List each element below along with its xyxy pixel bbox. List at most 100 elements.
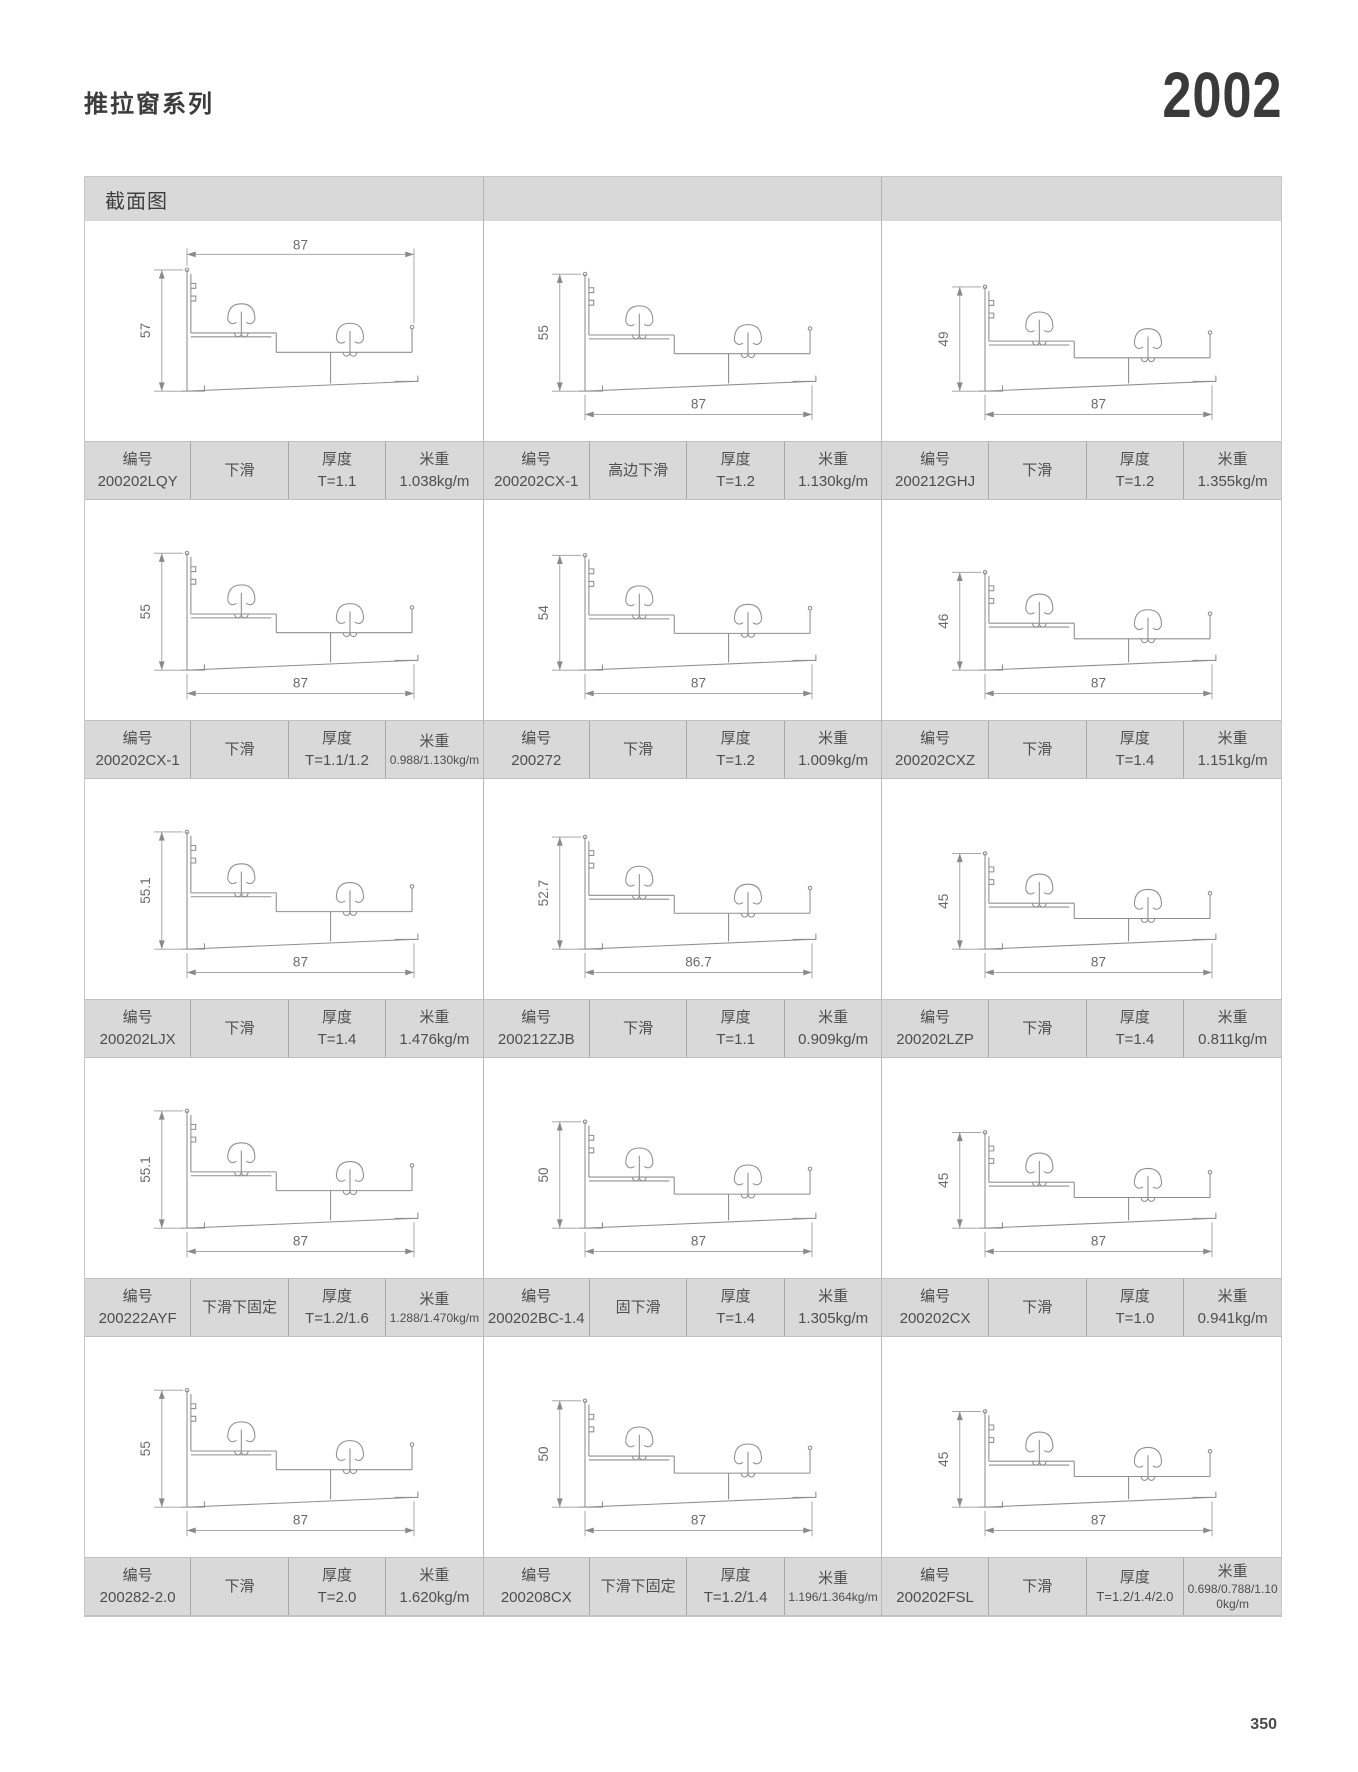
profile-section-svg: 50 87 bbox=[537, 1119, 817, 1258]
weight-value: 0.909kg/m bbox=[798, 1030, 869, 1048]
svg-text:55: 55 bbox=[138, 604, 153, 619]
code-label: 编号 bbox=[122, 1009, 153, 1027]
spec-weight-cell: 米重 0.698/0.788/1.100kg/m bbox=[1183, 1558, 1281, 1615]
profile-grid: 57 87 编号 200202LQY 下滑 厚度 T=1.1 米重 1.038kg… bbox=[85, 221, 1281, 1616]
spec-strip: 编号 200222AYF 下滑下固定 厚度 T=1.2/1.6 米重 1.288… bbox=[85, 1278, 483, 1337]
spec-code-cell: 编号 200202CX-1 bbox=[85, 721, 190, 778]
svg-text:50: 50 bbox=[537, 1446, 552, 1462]
profile-table: 截面图 57 87 编号 200202LQY 下滑 厚度 T=1.1 米重 1.0… bbox=[84, 176, 1282, 1617]
svg-text:87: 87 bbox=[293, 1234, 308, 1249]
weight-value: 1.620kg/m bbox=[399, 1588, 470, 1606]
spec-type-cell: 下滑 bbox=[987, 1000, 1086, 1057]
code-label: 编号 bbox=[521, 1288, 552, 1306]
spec-code-cell: 编号 200202LQY bbox=[85, 442, 190, 499]
spec-weight-cell: 米重 1.620kg/m bbox=[385, 1558, 482, 1615]
profile-cell: 49 87 编号 200212GHJ 下滑 厚度 T=1.2 米重 1.355kg… bbox=[882, 221, 1281, 500]
spec-code-cell: 编号 200282-2.0 bbox=[85, 1558, 190, 1615]
profile-drawing: 55 87 bbox=[85, 500, 483, 720]
profile-cell: 54 87 编号 200272 下滑 厚度 T=1.2 米重 1.009kg/m bbox=[483, 500, 883, 779]
spec-type-cell: 下滑下固定 bbox=[190, 1279, 287, 1336]
spec-type-cell: 下滑 bbox=[190, 1558, 287, 1615]
spec-type-cell: 固下滑 bbox=[588, 1279, 686, 1336]
code-value: 200202LJX bbox=[99, 1030, 176, 1048]
thickness-label: 厚度 bbox=[321, 451, 352, 469]
thickness-label: 厚度 bbox=[321, 1009, 352, 1027]
weight-value: 1.355kg/m bbox=[1197, 472, 1268, 490]
profile-section-svg: 55 87 bbox=[138, 1387, 419, 1537]
spec-code-cell: 编号 200212GHJ bbox=[882, 442, 988, 499]
spec-strip: 编号 200202CX-1 高边下滑 厚度 T=1.2 米重 1.130kg/m bbox=[483, 441, 882, 500]
type-value: 下滑 bbox=[1022, 461, 1053, 479]
code-value: 200208CX bbox=[500, 1588, 572, 1606]
profile-drawing: 49 87 bbox=[882, 221, 1281, 441]
profile-section-svg: 55.1 87 bbox=[138, 829, 419, 979]
type-value: 下滑下固定 bbox=[201, 1298, 277, 1316]
profile-cell: 55.1 87 编号 200222AYF 下滑下固定 厚度 T=1.2/1.6 米… bbox=[85, 1058, 484, 1337]
spec-weight-cell: 米重 0.909kg/m bbox=[783, 1000, 881, 1057]
thickness-value: T=1.1 bbox=[716, 1030, 756, 1048]
weight-value: 1.130kg/m bbox=[798, 472, 869, 490]
profile-section-svg: 49 87 bbox=[936, 284, 1217, 421]
spec-code-cell: 编号 200212ZJB bbox=[484, 1000, 589, 1057]
svg-text:87: 87 bbox=[691, 397, 706, 412]
profile-cell: 57 87 编号 200202LQY 下滑 厚度 T=1.1 米重 1.038kg… bbox=[85, 221, 484, 500]
weight-label: 米重 bbox=[818, 1570, 849, 1588]
svg-text:87: 87 bbox=[691, 1513, 706, 1528]
thickness-label: 厚度 bbox=[321, 730, 352, 748]
code-value: 200202CX-1 bbox=[494, 472, 579, 490]
spec-type-cell: 下滑下固定 bbox=[588, 1558, 686, 1615]
thickness-value: T=1.4 bbox=[317, 1030, 357, 1048]
code-value: 200282-2.0 bbox=[99, 1588, 176, 1606]
profile-drawing: 46 87 bbox=[882, 500, 1281, 720]
svg-text:87: 87 bbox=[293, 1513, 308, 1528]
spec-strip: 编号 200212ZJB 下滑 厚度 T=1.1 米重 0.909kg/m bbox=[483, 999, 882, 1058]
spec-type-cell: 下滑 bbox=[588, 1000, 686, 1057]
spec-thickness-cell: 厚度 T=2.0 bbox=[287, 1558, 385, 1615]
spec-thickness-cell: 厚度 T=1.2 bbox=[686, 721, 783, 778]
thickness-label: 厚度 bbox=[1119, 730, 1150, 748]
thickness-value: T=1.2/1.4 bbox=[703, 1588, 768, 1606]
code-label: 编号 bbox=[122, 1288, 153, 1306]
thickness-value: T=2.0 bbox=[317, 1588, 357, 1606]
weight-value: 1.305kg/m bbox=[798, 1309, 869, 1327]
type-value: 下滑 bbox=[623, 1019, 654, 1037]
type-value: 下滑 bbox=[224, 1019, 255, 1037]
svg-text:87: 87 bbox=[293, 955, 308, 970]
thickness-value: T=1.2 bbox=[716, 472, 756, 490]
spec-code-cell: 编号 200222AYF bbox=[85, 1279, 190, 1336]
thickness-value: T=1.2/1.4/2.0 bbox=[1096, 1588, 1174, 1604]
weight-label: 米重 bbox=[818, 1288, 849, 1306]
code-label: 编号 bbox=[920, 730, 951, 748]
spec-type-cell: 高边下滑 bbox=[588, 442, 686, 499]
spec-weight-cell: 米重 0.988/1.130kg/m bbox=[385, 721, 482, 778]
type-value: 下滑 bbox=[1022, 1019, 1053, 1037]
type-value: 下滑 bbox=[623, 740, 654, 758]
svg-text:52.7: 52.7 bbox=[537, 880, 552, 906]
spec-type-cell: 下滑 bbox=[987, 442, 1086, 499]
thickness-label: 厚度 bbox=[720, 730, 751, 748]
profile-drawing: 57 87 bbox=[85, 221, 483, 441]
svg-text:46: 46 bbox=[936, 614, 951, 629]
svg-text:55: 55 bbox=[138, 1441, 153, 1456]
thickness-label: 厚度 bbox=[321, 1567, 352, 1585]
profile-cell: 55.1 87 编号 200202LJX 下滑 厚度 T=1.4 米重 1.476… bbox=[85, 779, 484, 1058]
type-value: 下滑 bbox=[224, 461, 255, 479]
spec-thickness-cell: 厚度 T=1.2 bbox=[686, 442, 783, 499]
weight-value: 1.288/1.470kg/m bbox=[389, 1310, 480, 1325]
thickness-value: T=1.0 bbox=[1115, 1309, 1155, 1327]
code-label: 编号 bbox=[920, 1567, 951, 1585]
thickness-label: 厚度 bbox=[321, 1288, 352, 1306]
svg-text:55: 55 bbox=[537, 325, 552, 340]
thickness-value: T=1.1 bbox=[317, 472, 357, 490]
spec-weight-cell: 米重 1.288/1.470kg/m bbox=[385, 1279, 482, 1336]
spec-type-cell: 下滑 bbox=[190, 442, 287, 499]
profile-drawing: 54 87 bbox=[483, 500, 882, 720]
spec-type-cell: 下滑 bbox=[987, 721, 1086, 778]
code-value: 200212ZJB bbox=[497, 1030, 575, 1048]
code-value: 200222AYF bbox=[98, 1309, 177, 1327]
weight-label: 米重 bbox=[1217, 1009, 1248, 1027]
code-label: 编号 bbox=[920, 1288, 951, 1306]
profile-section-svg: 55.1 87 bbox=[138, 1108, 419, 1258]
svg-text:86.7: 86.7 bbox=[686, 955, 712, 970]
